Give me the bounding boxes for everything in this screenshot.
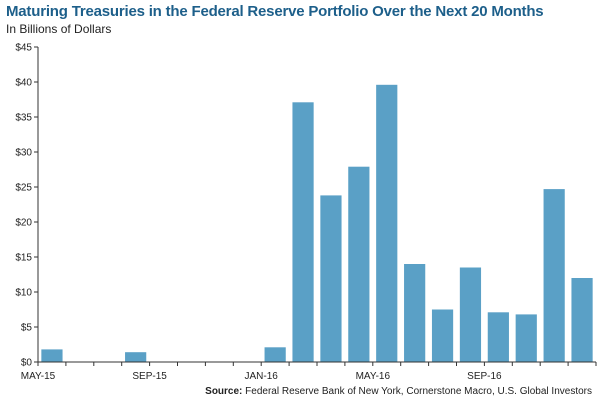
y-tick-label: $10 (15, 288, 32, 299)
y-tick-label: $30 (15, 148, 32, 159)
bar-mar-16 (320, 195, 342, 362)
y-tick-label: $5 (21, 323, 33, 334)
x-tick-label: MAY-16 (356, 371, 391, 382)
source-text: Federal Reserve Bank of New York, Corner… (245, 386, 592, 397)
y-tick-label: $45 (15, 43, 32, 54)
y-tick-label: $25 (15, 183, 32, 194)
y-tick-label: $0 (21, 358, 33, 369)
source-label: Source: (205, 386, 243, 397)
source-note: Source: Federal Reserve Bank of New York… (205, 386, 592, 397)
bar-sep-16 (487, 312, 509, 362)
bar-apr-16 (348, 166, 370, 362)
bar-aug-15 (125, 352, 147, 362)
bar-jul-16 (431, 309, 454, 362)
bar-may-16 (376, 84, 398, 363)
y-tick-label: $20 (15, 218, 32, 229)
x-tick-label: SEP-15 (132, 371, 167, 382)
x-tick-label: SEP-16 (467, 371, 502, 382)
x-tick-label: JAN-16 (245, 371, 279, 382)
bar-may-15 (41, 349, 63, 362)
bar-oct-16 (515, 314, 537, 362)
y-tick-label: $15 (15, 253, 32, 264)
bar-nov-16 (543, 189, 565, 362)
chart-subtitle: In Billions of Dollars (6, 22, 112, 36)
y-tick-label: $35 (15, 113, 32, 124)
bar-dec-16 (571, 278, 593, 362)
chart-title: Maturing Treasuries in the Federal Reser… (6, 3, 544, 20)
y-tick-label: $40 (15, 78, 32, 89)
bar-aug-16 (459, 267, 482, 362)
bar-feb-16 (292, 102, 314, 363)
bar-jun-16 (404, 264, 426, 362)
bar-jan-16 (264, 347, 286, 362)
x-tick-label: MAY-15 (21, 371, 56, 382)
